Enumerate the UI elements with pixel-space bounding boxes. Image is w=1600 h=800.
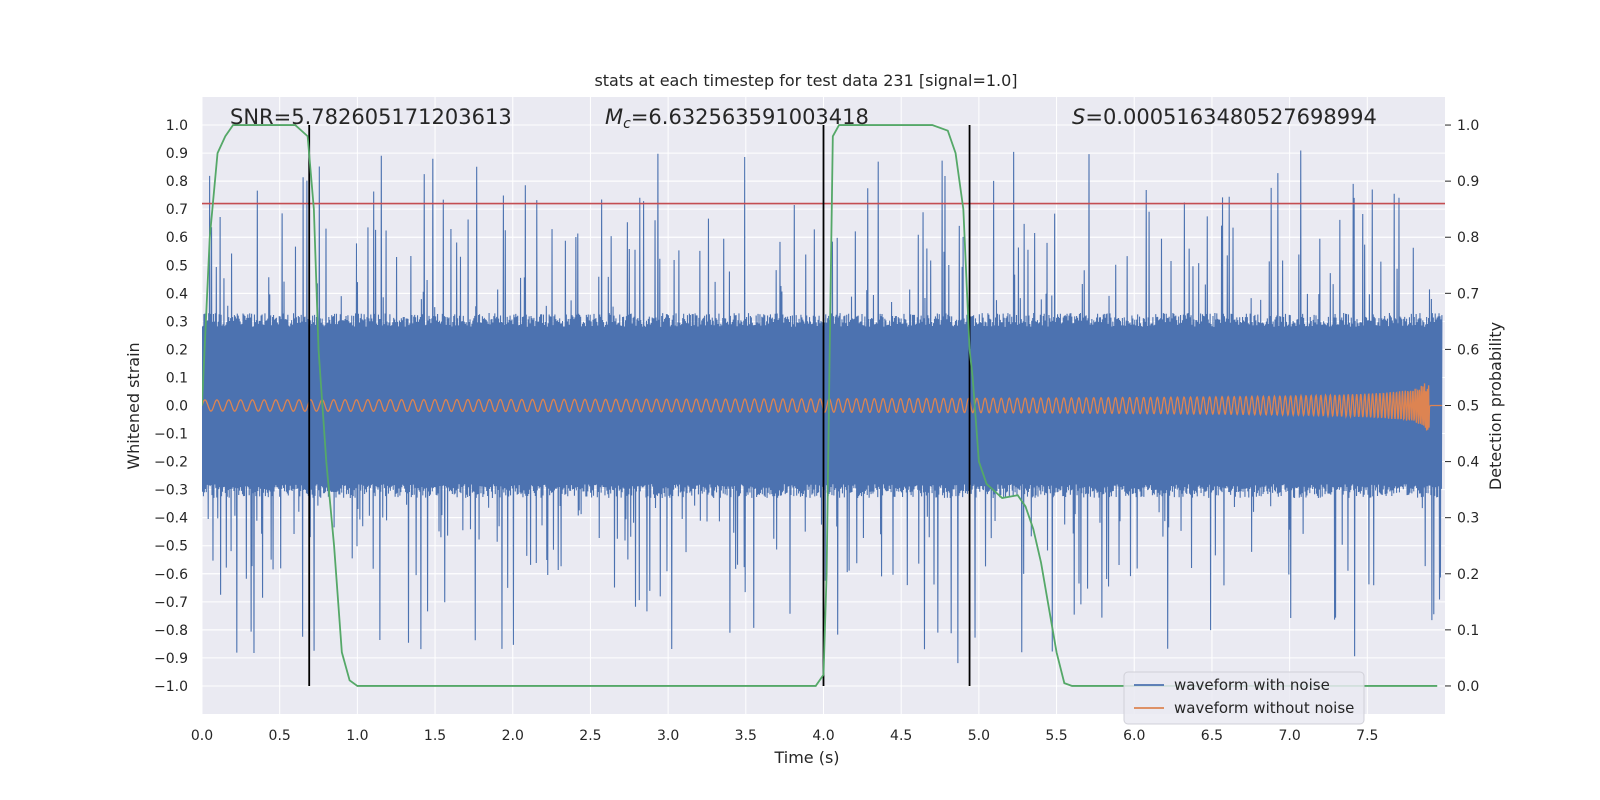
x-tick-label: 3.5: [735, 728, 757, 744]
x-tick-label: 2.5: [579, 728, 601, 744]
annotation-chirp-mass: Mc=6.632563591003418: [605, 105, 869, 132]
y-tick-label: −1.0: [154, 679, 188, 695]
x-tick-label: 4.5: [890, 728, 912, 744]
y-tick-label: −0.3: [154, 483, 188, 499]
annotation-s: S=0.0005163480527698994: [1072, 105, 1377, 129]
chart-title: stats at each timestep for test data 231…: [594, 71, 1017, 90]
s-value: =0.0005163480527698994: [1085, 105, 1377, 129]
legend: waveform with noise waveform without noi…: [1123, 671, 1365, 725]
y2-tick-label: 0.2: [1457, 567, 1479, 583]
axes-layer: 0.0 0.5 1.0 1.5 2.0 2.5 3.0 3.5 4.0 4.5 5.0 5.5 6.0 6…: [154, 118, 1479, 744]
y2-tick-label: 0.9: [1457, 174, 1479, 190]
y-tick-label: 0.7: [166, 202, 188, 218]
y-axis-label: Whitened strain: [124, 342, 143, 469]
y2-tick-label: 0.7: [1457, 286, 1479, 302]
s-symbol: S: [1072, 105, 1085, 129]
legend-frame: [1123, 671, 1365, 725]
y2-tick-label: 0.1: [1457, 623, 1479, 639]
y-tick-label: −0.6: [154, 567, 188, 583]
annotation-snr: SNR=5.782605171203613: [230, 105, 512, 129]
x-tick-label: 2.0: [502, 728, 524, 744]
y-tick-label: 0.3: [166, 314, 188, 330]
y2-axis-label: Detection probability: [1486, 322, 1505, 490]
legend-label-clean: waveform without noise: [1174, 699, 1354, 717]
y2-tick-label: 0.5: [1457, 399, 1479, 415]
y-tick-label: 0.9: [166, 146, 188, 162]
y-tick-label: −0.1: [154, 427, 188, 443]
series-waveform-without-noise: [202, 383, 1442, 431]
x-tick-label: 3.0: [657, 728, 679, 744]
data-layer: [202, 124, 1445, 687]
y-tick-label: 0.1: [166, 370, 188, 386]
mc-subscript: c: [623, 116, 631, 132]
legend-label-noise: waveform with noise: [1174, 676, 1330, 694]
mc-value: =6.632563591003418: [631, 105, 869, 129]
y2-tick-label: 0.6: [1457, 342, 1479, 358]
y-tick-label: 0.5: [166, 258, 188, 274]
y-tick-label: 0.8: [166, 174, 188, 190]
y2-tick-label: 0.0: [1457, 679, 1479, 695]
series-waveform-with-noise: [202, 150, 1443, 664]
y-tick-label: −0.9: [154, 651, 188, 667]
x-tick-label: 7.0: [1278, 728, 1300, 744]
y2-tick-label: 0.3: [1457, 511, 1479, 527]
y-tick-label: 0.4: [166, 286, 188, 302]
x-tick-label: 5.0: [968, 728, 990, 744]
x-axis-label: Time (s): [773, 748, 839, 767]
y-tick-label: −0.7: [154, 595, 188, 611]
y-tick-label: 0.6: [166, 230, 188, 246]
x-tick-label: 1.0: [346, 728, 368, 744]
y-tick-label: 0.2: [166, 342, 188, 358]
y-tick-label: 0.0: [166, 399, 188, 415]
y-tick-label: −0.5: [154, 539, 188, 555]
y-tick-label: −0.2: [154, 455, 188, 471]
x-tick-label: 4.0: [812, 728, 834, 744]
y-tick-label: −0.4: [154, 511, 188, 527]
y-tick-label: −0.8: [154, 623, 188, 639]
x-tick-label: 6.0: [1123, 728, 1145, 744]
x-tick-label: 5.5: [1045, 728, 1067, 744]
x-tick-label: 0.5: [269, 728, 291, 744]
x-tick-label: 6.5: [1201, 728, 1223, 744]
mc-symbol: M: [605, 105, 623, 129]
y2-tick-label: 1.0: [1457, 118, 1479, 134]
y2-tick-label: 0.4: [1457, 455, 1479, 471]
x-tick-label: 1.5: [424, 728, 446, 744]
x-tick-label: 0.0: [191, 728, 213, 744]
y-tick-label: 1.0: [166, 118, 188, 134]
x-tick-label: 7.5: [1356, 728, 1378, 744]
y2-tick-label: 0.8: [1457, 230, 1479, 246]
series-detection-probability: [202, 124, 1438, 687]
